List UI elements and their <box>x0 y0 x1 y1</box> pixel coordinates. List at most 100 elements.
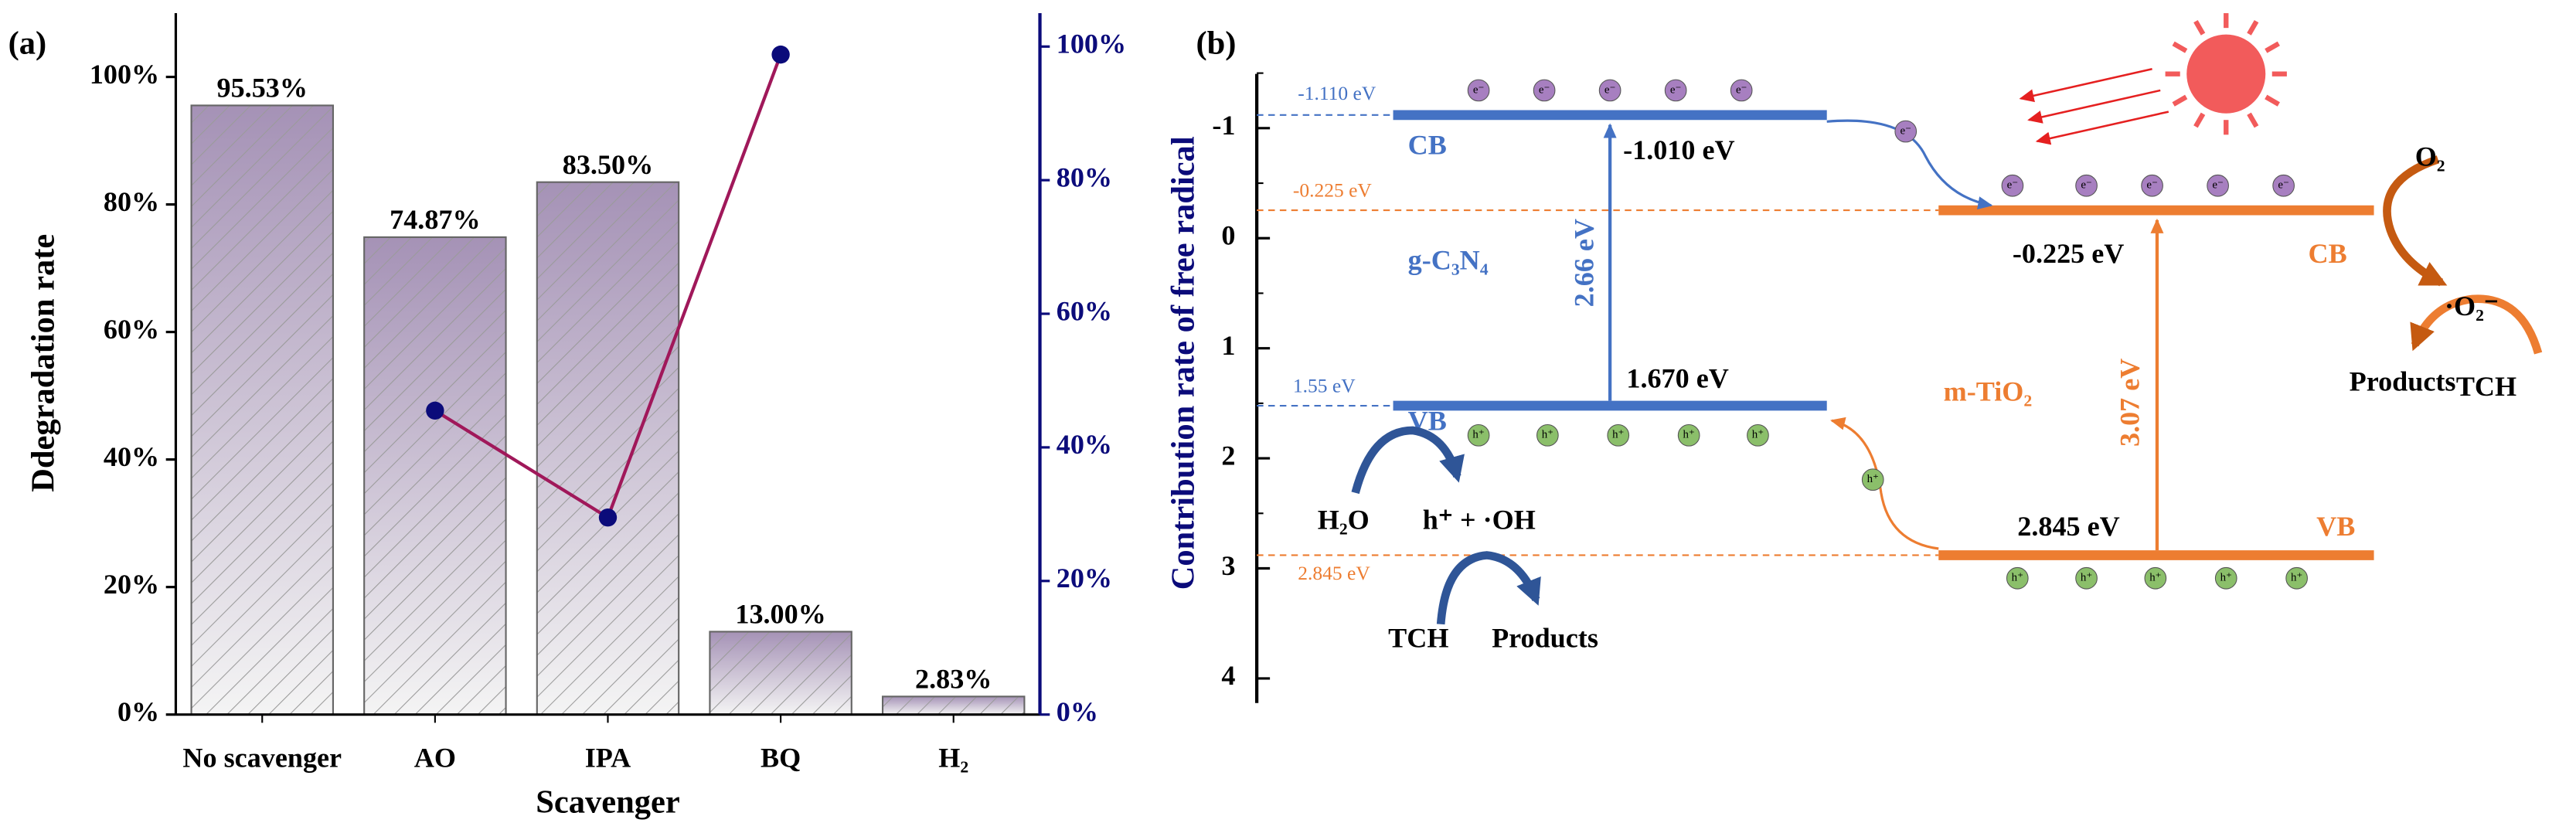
carrier-label: h⁺ <box>2081 572 2092 584</box>
carrier-label: e⁻ <box>2212 179 2223 192</box>
y-tick-label: 0% <box>117 696 159 727</box>
carrier <box>1730 79 1753 102</box>
level-label: -0.225 eV <box>1293 179 1373 202</box>
sun-ray <box>2172 94 2188 107</box>
level-value: 1.670 eV <box>1626 362 1728 393</box>
carrier-label: e⁻ <box>2146 179 2157 192</box>
line-point <box>426 401 444 420</box>
carrier-label: h⁺ <box>1542 429 1553 441</box>
carrier <box>1598 79 1621 102</box>
y2-tick-label: 60% <box>1057 295 1112 326</box>
carrier <box>2207 174 2229 197</box>
bar-hatch <box>709 631 852 716</box>
sun-ray <box>2193 112 2206 128</box>
energy-tick-label: 1 <box>1221 330 1235 361</box>
light-arrow <box>2019 68 2152 103</box>
carrier <box>1894 120 1918 143</box>
light-arrow <box>2035 111 2169 145</box>
carrier-label: h⁺ <box>2220 572 2232 584</box>
electron-transfer <box>1826 119 1993 209</box>
y-tick-label: 100% <box>90 59 159 90</box>
bar-hatch <box>190 104 334 716</box>
y-tick-label: 20% <box>104 569 159 600</box>
carrier <box>1664 79 1687 102</box>
x-tick-label: H₂ <box>938 742 968 773</box>
value-label: 95.53% <box>217 73 308 104</box>
x-tick-label: No scavenger <box>182 742 342 773</box>
sun-ray <box>2172 41 2188 53</box>
band-label: CB <box>2309 238 2347 269</box>
sun-ray <box>2265 41 2280 53</box>
carrier-label: e⁻ <box>2007 179 2018 192</box>
chart-a: 95.53% 74.87% 83.50% 13.00% 2.83% 0% 20% 40% 60%… <box>90 13 1126 773</box>
light-arrow <box>2027 89 2161 124</box>
carrier <box>1467 423 1490 447</box>
carrier-label: h⁺ <box>1867 473 1879 485</box>
energy-tick-label: -1 <box>1212 110 1235 141</box>
carrier <box>2075 566 2098 590</box>
x-tick-label: AO <box>414 742 456 773</box>
level-label: 1.55 eV <box>1293 375 1356 397</box>
y2-tick-label: 0% <box>1057 696 1098 727</box>
energy-tick-label: 3 <box>1221 550 1235 581</box>
band-label: VB <box>2316 511 2355 542</box>
species: h⁺ + ·OH <box>1423 504 1536 535</box>
y2-tick-label: 40% <box>1057 429 1112 460</box>
y-tick-label: 80% <box>104 186 159 217</box>
value-label: 83.50% <box>563 149 653 180</box>
reaction-arrow <box>2410 294 2543 355</box>
value-label: 2.83% <box>915 663 992 694</box>
carrier-label: e⁻ <box>2081 179 2091 192</box>
species: TCH <box>2456 371 2516 402</box>
value-label: 74.87% <box>390 204 480 235</box>
x-tick-label: IPA <box>585 742 631 773</box>
carrier <box>2001 174 2024 197</box>
carrier <box>1467 79 1490 102</box>
gap-label: 3.07 eV <box>2114 359 2145 447</box>
carrier <box>1607 423 1630 447</box>
bar-hatch <box>536 181 680 716</box>
sun-ray <box>2265 94 2280 107</box>
species: Products <box>1492 622 1598 653</box>
carrier-label: h⁺ <box>1472 429 1484 441</box>
band-label: CB <box>1408 130 1447 161</box>
diagram-b: (b) -1 0 1 2 3 4 -1.110 eV CB -1.010 eV g-C₃N… <box>1196 13 2543 703</box>
species: ·O₂⁻ <box>2445 291 2499 321</box>
panel-label: (a) <box>9 25 47 61</box>
level-value: -1.010 eV <box>1623 134 1734 165</box>
reaction-arrow <box>1436 551 1541 625</box>
line-point <box>771 45 790 64</box>
bar-hatch <box>881 695 1026 716</box>
species: Products <box>2350 366 2456 397</box>
carrier <box>1747 423 1769 447</box>
carrier-label: e⁻ <box>1736 83 1747 96</box>
material-label: m-TiO₂ <box>1944 376 2033 406</box>
sun-ray <box>2247 112 2259 128</box>
energy-ticks: -1 0 1 2 3 4 <box>1212 72 1271 691</box>
level-label: 2.845 eV <box>1298 562 1370 584</box>
carriers: e⁻ e⁻ e⁻ e⁻ e⁻ e⁻ e⁻ e⁻ e⁻ e⁻ e⁻ h⁺ h⁺ h⁺ h⁺ h⁺ h⁺ h⁺ h⁺ h⁺… <box>1467 79 2308 590</box>
carrier-label: e⁻ <box>2278 179 2288 192</box>
carrier-label: h⁺ <box>2291 572 2302 584</box>
hole-transfer <box>1830 417 1939 550</box>
carrier <box>2285 566 2308 590</box>
energy-tick-label: 2 <box>1221 440 1235 471</box>
reaction-arrow <box>2383 155 2448 287</box>
carrier <box>1861 468 1884 491</box>
y-tick-label: 40% <box>104 441 159 472</box>
species: O₂ <box>2415 141 2445 172</box>
bar-hatch <box>363 236 507 716</box>
species: H₂O <box>1318 504 1370 535</box>
carrier-label: h⁺ <box>2012 572 2023 584</box>
y2-tick-label: 20% <box>1057 563 1112 593</box>
carrier <box>2214 566 2237 590</box>
carrier-label: e⁻ <box>1539 83 1550 96</box>
carrier <box>2272 174 2295 197</box>
carrier <box>1536 423 1559 447</box>
value-label: 13.00% <box>735 599 825 630</box>
carrier-label: e⁻ <box>1473 83 1484 96</box>
species: TCH <box>1388 622 1448 653</box>
carrier <box>1677 423 1700 447</box>
